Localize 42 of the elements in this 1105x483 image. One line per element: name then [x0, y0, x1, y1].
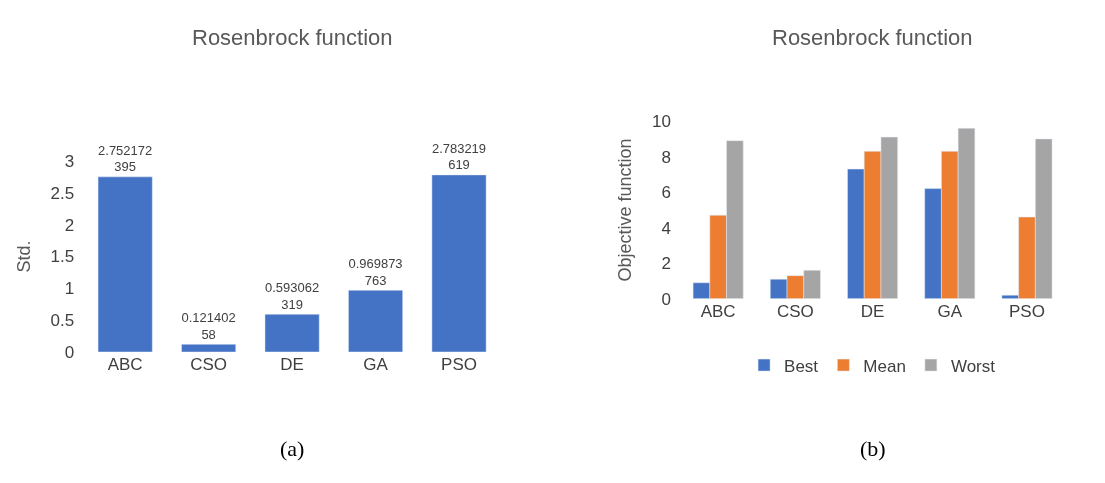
- chart-title: Rosenbrock function: [192, 25, 393, 50]
- data-label: 2.752172 395: [98, 142, 153, 175]
- x-tick-label: ABC: [107, 355, 143, 374]
- y-tick-label: 4: [661, 218, 671, 238]
- text: (b): [860, 436, 886, 461]
- bar: [264, 314, 320, 352]
- y-tick-label: 6: [661, 183, 671, 203]
- legend-label: Worst: [950, 356, 996, 376]
- bar: [97, 176, 153, 352]
- x-tick-label: GA: [937, 301, 963, 321]
- x-tick-label: PSO: [1009, 301, 1045, 321]
- x-tick-label: DE: [280, 355, 304, 374]
- y-tick-label: 8: [661, 147, 671, 167]
- data-label: 0.969873 763: [348, 255, 403, 288]
- bar: [181, 344, 237, 352]
- y-axis-title: Std.: [13, 240, 34, 273]
- y-axis-title: Objective function: [615, 138, 636, 282]
- bar: [431, 174, 487, 352]
- chart-title: Rosenbrock function: [772, 25, 973, 50]
- y-tick-label: 10: [651, 112, 671, 132]
- y-tick-label: 0: [64, 342, 75, 362]
- data-label: 0.593062 319: [265, 279, 320, 312]
- y-tick-label: 2: [64, 215, 75, 235]
- y-tick-label: 2.5: [50, 183, 75, 203]
- text: (a): [280, 436, 305, 461]
- x-tick-label: PSO: [441, 355, 477, 374]
- x-tick-label: ABC: [700, 301, 736, 321]
- x-tick-label: GA: [363, 355, 389, 374]
- y-tick-label: 1.5: [50, 247, 75, 267]
- y-tick-label: 0.5: [50, 311, 75, 331]
- data-label: 2.783219 619: [431, 140, 487, 173]
- legend-label: Mean: [863, 356, 906, 376]
- data-label: 0.121402 58: [181, 309, 236, 342]
- y-tick-label: 2: [661, 254, 671, 274]
- y-tick-label: 1: [64, 279, 75, 299]
- x-tick-label: CSO: [190, 355, 228, 374]
- legend-label: Best: [784, 356, 819, 376]
- x-tick-label: DE: [860, 301, 885, 321]
- bar: [348, 290, 403, 352]
- x-tick-label: CSO: [776, 301, 814, 321]
- y-tick-label: 3: [64, 152, 75, 172]
- y-tick-label: 0: [661, 289, 671, 309]
